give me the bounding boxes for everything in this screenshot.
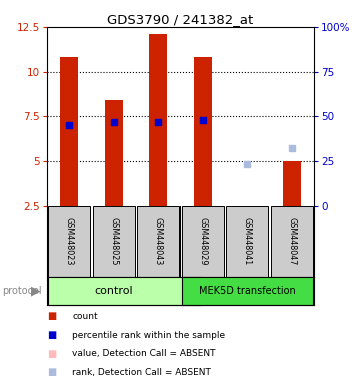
- Bar: [48, 205, 90, 277]
- Text: ■: ■: [47, 330, 56, 340]
- Text: GSM448023: GSM448023: [65, 217, 74, 265]
- Bar: [105, 100, 123, 205]
- Text: GSM448025: GSM448025: [109, 217, 118, 266]
- Text: rank, Detection Call = ABSENT: rank, Detection Call = ABSENT: [72, 368, 211, 377]
- Bar: [226, 205, 269, 277]
- Bar: [60, 57, 78, 205]
- Bar: [271, 205, 313, 277]
- Text: value, Detection Call = ABSENT: value, Detection Call = ABSENT: [72, 349, 216, 358]
- Bar: [283, 161, 301, 205]
- Text: GSM448041: GSM448041: [243, 217, 252, 265]
- Text: ■: ■: [47, 349, 56, 359]
- Text: percentile rank within the sample: percentile rank within the sample: [72, 331, 225, 339]
- Bar: [182, 277, 313, 305]
- Bar: [137, 205, 179, 277]
- Text: ■: ■: [47, 367, 56, 377]
- Text: count: count: [72, 312, 98, 321]
- Bar: [194, 57, 212, 205]
- Text: GSM448043: GSM448043: [154, 217, 163, 265]
- Text: control: control: [95, 286, 133, 296]
- Text: GSM448047: GSM448047: [287, 217, 296, 265]
- Text: protocol: protocol: [2, 286, 42, 296]
- Title: GDS3790 / 241382_at: GDS3790 / 241382_at: [107, 13, 254, 26]
- Bar: [182, 205, 224, 277]
- Text: ■: ■: [47, 311, 56, 321]
- Text: GSM448029: GSM448029: [198, 217, 207, 266]
- Text: ▶: ▶: [31, 285, 40, 298]
- Bar: [92, 205, 135, 277]
- Text: MEK5D transfection: MEK5D transfection: [199, 286, 296, 296]
- Bar: [48, 277, 202, 305]
- Bar: [149, 34, 167, 205]
